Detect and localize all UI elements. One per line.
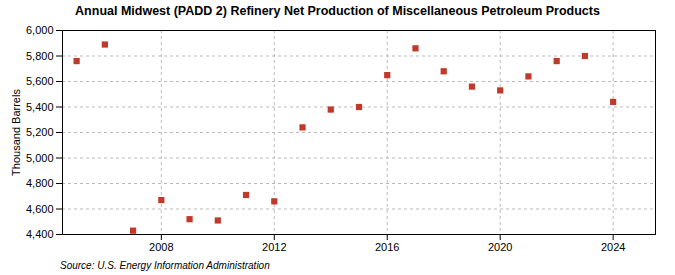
html-text:Source: U.S. Energy Informatio: Source: U.S. Energy Information Administ…	[60, 260, 270, 271]
svg-text:4,600: 4,600	[26, 203, 54, 215]
svg-text:2008: 2008	[149, 241, 173, 253]
svg-text:5,600: 5,600	[26, 75, 54, 87]
svg-text:2020: 2020	[488, 241, 512, 253]
svg-text:4,400: 4,400	[26, 228, 54, 240]
svg-text:5,000: 5,000	[26, 152, 54, 164]
svg-text:2016: 2016	[375, 241, 399, 253]
svg-text:5,800: 5,800	[26, 50, 54, 62]
svg-text:Thousand Barrels: Thousand Barrels	[10, 89, 22, 176]
svg-text:2024: 2024	[601, 241, 625, 253]
svg-text:6,000: 6,000	[26, 24, 54, 36]
svg-text:4,800: 4,800	[26, 177, 54, 189]
html-text:Annual Midwest (PADD 2) Refine: Annual Midwest (PADD 2) Refinery Net Pro…	[75, 4, 600, 18]
svg-text:5,400: 5,400	[26, 101, 54, 113]
svg-text:5,200: 5,200	[26, 126, 54, 138]
svg-text:2012: 2012	[262, 241, 286, 253]
